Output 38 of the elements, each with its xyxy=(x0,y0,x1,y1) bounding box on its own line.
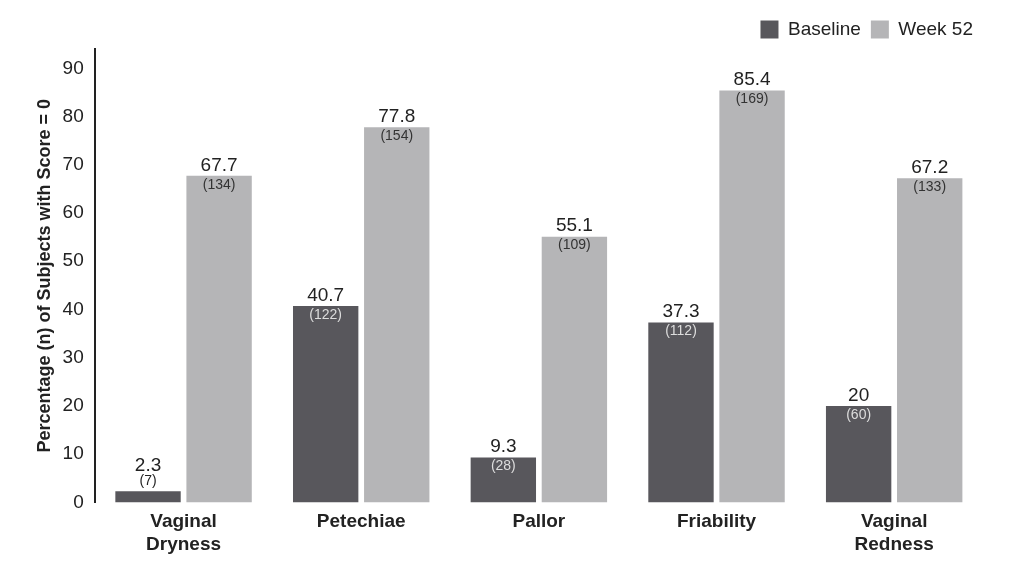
data-label: 40.7 (122) xyxy=(307,283,345,322)
x-tick-label: Friability xyxy=(676,510,757,532)
data-label: 20 (60) xyxy=(846,383,872,422)
y-tick-label: 40 xyxy=(62,297,84,319)
legend-label: Week 52 xyxy=(898,17,973,39)
data-label: 9.3 (28) xyxy=(490,435,517,474)
data-label: 77.8 (154) xyxy=(378,104,416,143)
y-tick-label: 50 xyxy=(62,249,84,271)
legend-label: Baseline xyxy=(787,17,861,39)
y-tick-label: 30 xyxy=(62,345,84,367)
data-label: 2.3 (7) xyxy=(134,454,162,489)
bar xyxy=(825,405,892,503)
bar xyxy=(293,306,359,503)
bar xyxy=(470,457,537,503)
bar xyxy=(648,322,714,503)
y-tick-label: 90 xyxy=(62,56,84,78)
bar xyxy=(897,178,963,503)
data-label: 67.7 (134) xyxy=(200,153,238,192)
data-label: 55.1 (109) xyxy=(555,214,593,253)
x-tick-label: Vaginal Dryness xyxy=(146,510,222,554)
data-label: 37.3 (112) xyxy=(662,300,700,339)
y-axis-title: Percentage (n) of Subjects with Score = 0 xyxy=(33,98,54,453)
y-tick-label: 10 xyxy=(62,442,84,464)
data-label: 67.2 (133) xyxy=(911,156,949,195)
x-tick-label: Vaginal Redness xyxy=(854,510,934,554)
y-tick-label: 20 xyxy=(62,394,84,416)
bar xyxy=(186,175,252,503)
y-tick-label: 80 xyxy=(62,104,84,126)
bar xyxy=(364,127,430,503)
data-label: 85.4 (169) xyxy=(733,68,771,107)
bar xyxy=(541,236,608,503)
x-tick-label: Petechiae xyxy=(316,510,406,532)
bar xyxy=(719,90,785,503)
y-tick-label: 70 xyxy=(62,153,84,174)
y-tick-label: 0 xyxy=(73,490,84,512)
y-tick-label: 60 xyxy=(62,201,84,223)
bar xyxy=(115,491,181,503)
x-tick-label: Pallor xyxy=(512,510,566,532)
